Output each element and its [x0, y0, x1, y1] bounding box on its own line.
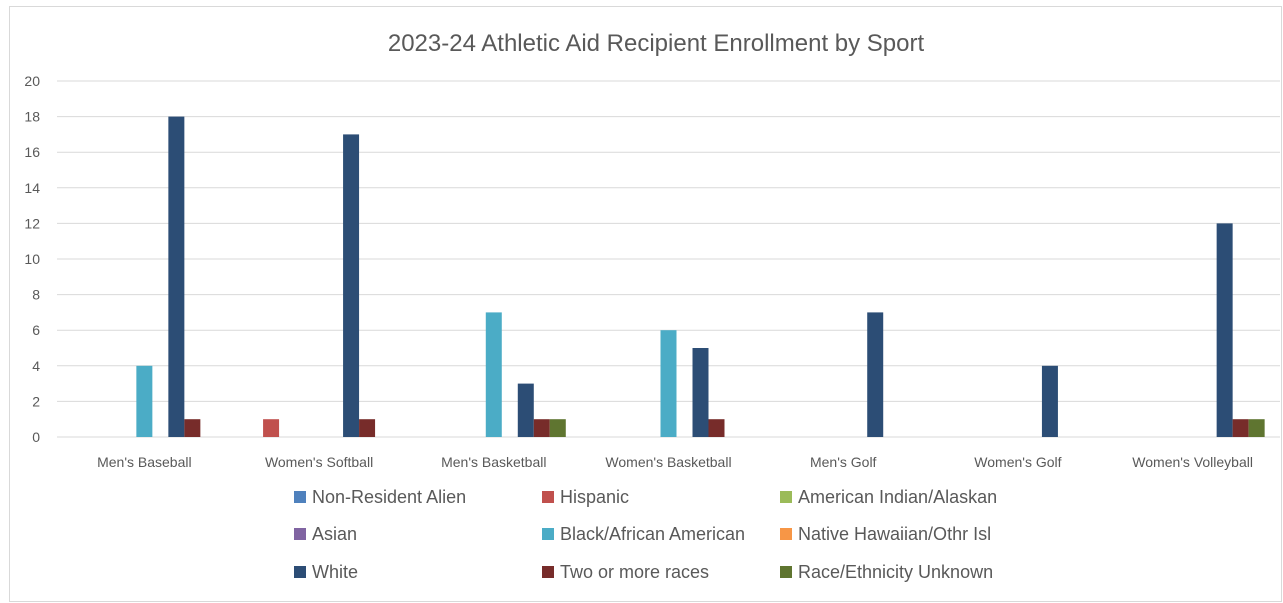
bar: [485, 312, 502, 437]
bar: [263, 419, 280, 437]
x-axis: Men's Baseball Women's Softball Men's Bask…: [97, 454, 1253, 470]
legend-swatch: [542, 528, 554, 540]
bars: [136, 116, 1265, 437]
bar: [168, 116, 185, 437]
y-tick-label: 4: [32, 358, 40, 374]
legend-label: Non-Resident Alien: [312, 487, 466, 507]
legend-item: Black/African American: [542, 524, 745, 544]
chart: 2023-24 Athletic Aid Recipient Enrollmen…: [24, 30, 1280, 582]
bar: [184, 419, 201, 437]
x-tick-label: Men's Golf: [810, 454, 877, 470]
bar: [867, 312, 884, 437]
legend-label: Hispanic: [560, 487, 629, 507]
legend-swatch: [542, 566, 554, 578]
bar: [533, 419, 550, 437]
bar: [660, 330, 677, 437]
bar: [1232, 419, 1249, 437]
y-tick-label: 18: [24, 109, 40, 125]
legend-item: Asian: [294, 524, 357, 544]
legend-swatch: [780, 491, 792, 503]
y-tick-label: 20: [24, 73, 40, 89]
x-tick-label: Men's Basketball: [441, 454, 546, 470]
gridlines: [57, 80, 1280, 438]
x-tick-label: Women's Softball: [265, 454, 373, 470]
bar: [1041, 365, 1058, 437]
y-axis: 0 2 4 6 8 10 12 14 16 18 20: [24, 73, 40, 445]
legend-swatch: [780, 528, 792, 540]
bar: [517, 383, 534, 437]
bar: [359, 419, 376, 437]
y-tick-label: 12: [24, 215, 40, 231]
legend-label: Race/Ethnicity Unknown: [798, 562, 993, 582]
legend-item: Non-Resident Alien: [294, 487, 466, 507]
legend-swatch: [542, 491, 554, 503]
x-tick-label: Women's Volleyball: [1132, 454, 1253, 470]
y-tick-label: 14: [24, 180, 40, 196]
legend-swatch: [294, 566, 306, 578]
legend-swatch: [294, 528, 306, 540]
bar: [343, 134, 360, 437]
bar: [549, 419, 566, 437]
legend: Non-Resident Alien Hispanic American India…: [294, 487, 997, 582]
bar: [692, 348, 709, 437]
y-tick-label: 0: [32, 429, 40, 445]
bar: [708, 419, 725, 437]
legend-label: Asian: [312, 524, 357, 544]
legend-item: American Indian/Alaskan: [780, 487, 997, 507]
x-tick-label: Men's Baseball: [97, 454, 192, 470]
y-tick-label: 10: [24, 251, 40, 267]
legend-item: Native Hawaiian/Othr Isl: [780, 524, 991, 544]
legend-label: Black/African American: [560, 524, 745, 544]
chart-frame: 2023-24 Athletic Aid Recipient Enrollmen…: [9, 6, 1282, 602]
legend-label: Two or more races: [560, 562, 709, 582]
x-tick-label: Women's Basketball: [605, 454, 731, 470]
x-tick-label: Women's Golf: [974, 454, 1061, 470]
bar: [1248, 419, 1265, 437]
legend-item: Two or more races: [542, 562, 709, 582]
legend-label: American Indian/Alaskan: [798, 487, 997, 507]
legend-item: Race/Ethnicity Unknown: [780, 562, 993, 582]
legend-swatch: [780, 566, 792, 578]
y-tick-label: 6: [32, 322, 40, 338]
legend-label: White: [312, 562, 358, 582]
y-tick-label: 8: [32, 287, 40, 303]
bar: [1216, 223, 1233, 437]
y-tick-label: 16: [24, 144, 40, 160]
legend-item: White: [294, 562, 358, 582]
legend-swatch: [294, 491, 306, 503]
bar: [136, 365, 153, 437]
chart-title: 2023-24 Athletic Aid Recipient Enrollmen…: [388, 30, 925, 57]
y-tick-label: 2: [32, 393, 40, 409]
legend-label: Native Hawaiian/Othr Isl: [798, 524, 991, 544]
legend-item: Hispanic: [542, 487, 629, 507]
